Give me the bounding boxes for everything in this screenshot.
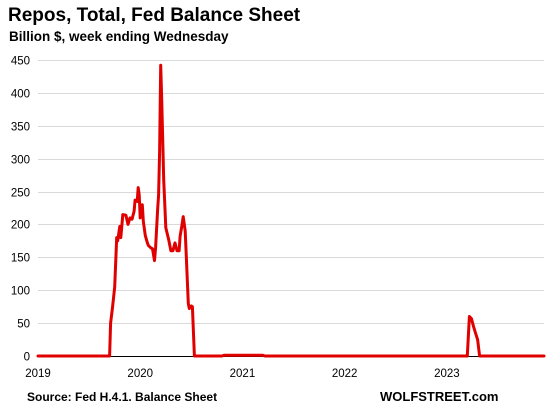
x-tick-label: 2020 [127, 368, 153, 380]
series-layer [36, 63, 546, 358]
source-note: Source: Fed H.4.1. Balance Sheet [27, 390, 217, 404]
x-tick-label: 2021 [230, 368, 256, 380]
x-tick-label: 2019 [25, 368, 51, 380]
x-tick-label: 2022 [332, 368, 358, 380]
y-tick-label: 400 [11, 89, 30, 101]
y-tick-label: 450 [11, 56, 30, 68]
y-tick-label: 0 [24, 352, 30, 364]
y-tick-label: 100 [11, 286, 30, 298]
y-tick-label: 300 [11, 155, 30, 167]
chart-title: Repos, Total, Fed Balance Sheet [8, 5, 301, 26]
repos-series-line [36, 63, 546, 358]
y-tick-label: 200 [11, 220, 30, 232]
y-tick-label: 250 [11, 188, 30, 200]
chart-subtitle: Billion $, week ending Wednesday [9, 29, 229, 44]
brand-label: WOLFSTREET.com [380, 389, 498, 404]
y-axis-tick-labels: 0 50 100 150 200 250 300 350 400 450 [11, 56, 30, 364]
y-tick-label: 150 [11, 253, 30, 265]
x-tick-label: 2023 [434, 368, 460, 380]
x-axis-tick-labels: 2019 2020 2021 2022 2023 [25, 368, 459, 380]
y-tick-label: 50 [17, 319, 30, 331]
y-tick-label: 350 [11, 122, 30, 134]
